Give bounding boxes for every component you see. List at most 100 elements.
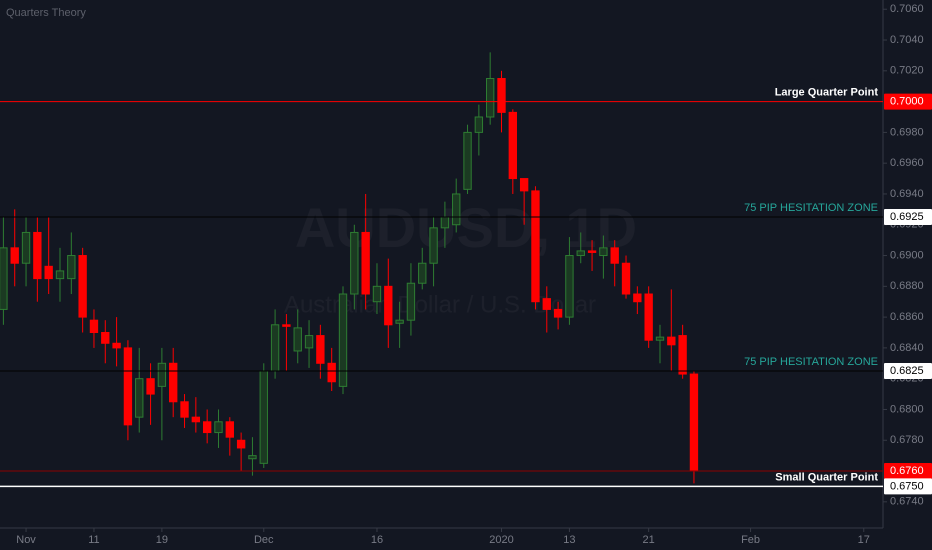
watermark: AUDUSD, 1D — [295, 196, 637, 259]
level-text: 75 PIP HESITATION ZONE — [744, 202, 878, 214]
candle-body — [21, 231, 31, 264]
price-tag-label: 0.6760 — [890, 465, 924, 477]
candle-body — [440, 216, 450, 229]
candle-body — [10, 247, 19, 264]
candle-body — [553, 308, 563, 318]
x-tick-label: 21 — [643, 534, 655, 546]
candle-body — [44, 265, 53, 280]
x-tick-label: Nov — [16, 534, 36, 546]
candle-body — [123, 347, 133, 426]
price-tag — [884, 362, 932, 379]
x-tick-label: 13 — [563, 534, 575, 546]
candle-body — [259, 370, 268, 464]
candle-body — [270, 324, 280, 372]
candle-body — [587, 250, 597, 253]
candle-body — [384, 285, 393, 326]
candle-body — [225, 421, 234, 438]
candle-body — [429, 227, 438, 264]
candle-body — [157, 362, 167, 387]
candle-body — [655, 336, 665, 341]
y-tick-label: 0.7020 — [890, 65, 924, 77]
candle-body — [282, 324, 291, 327]
candle-body — [55, 270, 65, 280]
y-tick-label: 0.6880 — [890, 280, 924, 292]
candle-body — [0, 247, 8, 310]
candle-body — [633, 293, 642, 303]
candle-body — [644, 293, 653, 341]
level-text: 75 PIP HESITATION ZONE — [744, 356, 878, 368]
candle-body — [350, 231, 359, 295]
candle-body — [135, 378, 144, 418]
candle-body — [180, 401, 189, 418]
candle-body — [214, 421, 223, 434]
y-tick-label: 0.6940 — [890, 188, 924, 200]
x-tick-label: 19 — [156, 534, 168, 546]
candle-body — [304, 335, 314, 349]
candle-body — [542, 298, 551, 310]
candle-body — [531, 190, 540, 303]
price-tag-label: 0.6825 — [890, 365, 924, 377]
candle-body — [667, 336, 676, 346]
x-tick-label: Dec — [254, 534, 274, 546]
y-tick-label: 0.6900 — [890, 249, 924, 261]
candle-body — [327, 362, 336, 383]
price-tag — [884, 93, 932, 110]
y-tick-label: 0.6960 — [890, 157, 924, 169]
candle-body — [67, 255, 76, 280]
candle-body — [406, 282, 416, 321]
candle-body — [497, 78, 506, 113]
candle-body — [248, 455, 257, 460]
candle-body — [418, 262, 427, 284]
candle-body — [293, 327, 302, 352]
candle-body — [361, 231, 370, 295]
candle-body — [610, 247, 619, 264]
candle-body — [599, 247, 608, 257]
chart-title: Quarters Theory — [6, 7, 86, 19]
candle-body — [689, 373, 699, 472]
x-tick-label: 16 — [371, 534, 383, 546]
candle-body — [395, 319, 404, 324]
y-tick-label: 0.6860 — [890, 311, 924, 323]
x-tick-label: 11 — [88, 534, 99, 546]
candle-body — [33, 231, 42, 280]
price-tag — [884, 478, 932, 495]
candle-body — [372, 285, 382, 303]
y-tick-label: 0.7060 — [890, 3, 924, 15]
x-tick-label: 2020 — [489, 534, 513, 546]
candle-body — [576, 250, 585, 257]
candle-body — [463, 131, 472, 190]
candle-body — [202, 421, 212, 434]
y-tick-label: 0.7040 — [890, 34, 924, 46]
candle-body — [678, 335, 687, 375]
candle-body — [112, 342, 121, 349]
x-tick-label: 17 — [858, 534, 870, 546]
candle-body — [565, 255, 574, 318]
candle-body — [146, 378, 155, 395]
x-tick-label: Feb — [741, 534, 760, 546]
candle-body — [338, 293, 348, 387]
y-tick-label: 0.6800 — [890, 403, 924, 415]
level-text: Large Quarter Point — [775, 87, 879, 99]
candle-body — [474, 116, 484, 133]
y-tick-label: 0.6840 — [890, 342, 924, 354]
price-tag — [884, 463, 932, 480]
candle-body — [508, 111, 517, 180]
y-tick-label: 0.6980 — [890, 126, 924, 138]
candle-body — [236, 439, 246, 449]
candle-body — [101, 332, 110, 344]
candle-body — [169, 362, 178, 403]
y-tick-label: 0.6780 — [890, 434, 924, 446]
price-tag-label: 0.6925 — [890, 211, 924, 223]
candle-body — [621, 262, 631, 295]
candle-body — [519, 178, 529, 192]
candle-body — [485, 78, 495, 118]
price-tag-label: 0.6750 — [890, 480, 924, 492]
price-tag-label: 0.7000 — [890, 96, 924, 108]
candle-body — [191, 416, 201, 423]
candle-body — [89, 319, 99, 334]
candle-body — [78, 255, 87, 318]
level-text: Small Quarter Point — [775, 471, 878, 483]
price-tag — [884, 209, 932, 226]
